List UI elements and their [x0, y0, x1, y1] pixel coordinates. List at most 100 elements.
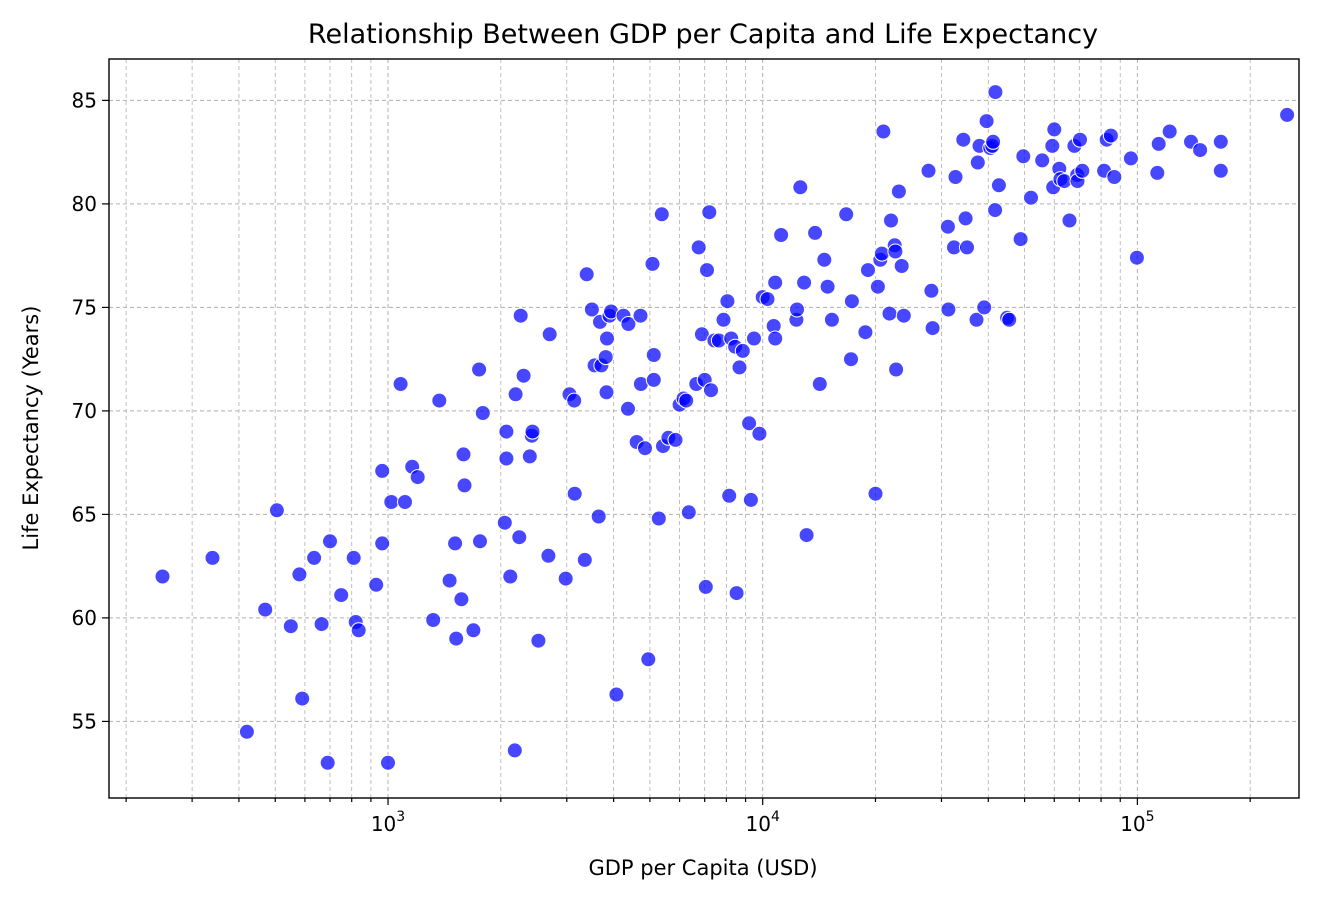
data-point — [823, 311, 840, 328]
data-point — [807, 224, 824, 241]
data-points — [154, 84, 1296, 771]
data-point — [1149, 164, 1166, 181]
data-point — [690, 239, 707, 256]
data-point — [767, 274, 784, 291]
data-point — [496, 514, 513, 531]
data-point — [1150, 135, 1167, 152]
data-point — [268, 502, 285, 519]
data-point — [238, 723, 255, 740]
data-point — [985, 133, 1002, 150]
data-point — [947, 169, 964, 185]
data-point — [291, 566, 308, 583]
data-point — [502, 568, 519, 585]
data-point — [640, 651, 657, 668]
data-point — [893, 258, 910, 274]
data-point — [620, 400, 636, 417]
data-point — [313, 616, 330, 633]
y-axis-label: Life Expectancy (Years) — [19, 306, 43, 551]
data-point — [920, 162, 937, 179]
data-point — [869, 278, 886, 295]
data-point — [1106, 169, 1123, 185]
data-point — [701, 204, 718, 221]
data-point — [471, 361, 488, 378]
y-tick-label: 85 — [72, 88, 97, 112]
data-point — [1044, 137, 1061, 154]
data-point — [204, 549, 221, 566]
data-point — [759, 291, 776, 308]
data-point — [374, 462, 391, 479]
data-point — [511, 529, 528, 546]
y-tick-label: 75 — [72, 295, 97, 319]
data-point — [728, 585, 745, 602]
data-point — [644, 255, 661, 272]
data-point — [1012, 231, 1029, 248]
data-point — [472, 533, 488, 550]
data-point — [678, 392, 695, 409]
data-point — [368, 576, 385, 593]
data-point — [1072, 131, 1088, 148]
x-tick-label: 103 — [371, 809, 405, 836]
data-point — [746, 330, 762, 347]
data-point — [883, 212, 899, 229]
data-point — [257, 601, 274, 618]
data-point — [731, 359, 748, 376]
data-point — [968, 311, 985, 328]
data-point — [1102, 127, 1119, 144]
data-point — [498, 450, 515, 467]
data-point — [987, 84, 1004, 101]
data-point — [887, 243, 904, 260]
data-point — [957, 210, 974, 227]
data-point — [751, 425, 768, 442]
data-point — [448, 630, 465, 647]
data-point — [333, 587, 350, 604]
data-point — [976, 299, 993, 316]
data-point — [1279, 106, 1296, 123]
data-point — [888, 361, 905, 378]
data-point — [512, 307, 529, 324]
data-point — [608, 686, 625, 703]
data-point — [456, 477, 473, 494]
data-point — [597, 349, 614, 366]
y-axis-ticks: 55 60 65 70 75 80 85 — [72, 88, 109, 733]
data-point — [345, 549, 362, 566]
data-point — [890, 183, 907, 200]
data-point — [667, 431, 684, 448]
data-point — [397, 494, 413, 510]
data-point — [282, 618, 299, 635]
data-point — [557, 570, 574, 587]
data-point — [541, 326, 558, 343]
data-point — [653, 206, 670, 223]
data-point — [392, 376, 409, 392]
data-point — [789, 301, 805, 318]
data-point — [924, 320, 941, 337]
data-point — [875, 123, 892, 140]
data-point — [455, 446, 472, 463]
data-point — [632, 307, 649, 324]
data-point — [447, 535, 464, 552]
data-point — [306, 549, 323, 566]
data-point — [383, 494, 400, 510]
data-point — [811, 376, 828, 392]
data-point — [322, 533, 338, 550]
data-point — [474, 405, 491, 421]
y-tick-label: 60 — [72, 606, 97, 630]
data-point — [940, 301, 957, 318]
x-axis-label: GDP per Capita (USD) — [588, 856, 817, 880]
data-point — [873, 245, 890, 262]
data-point — [650, 510, 667, 527]
data-point — [515, 367, 532, 384]
data-point — [620, 316, 637, 332]
data-point — [699, 262, 715, 279]
data-point — [645, 347, 662, 363]
data-point — [506, 742, 523, 759]
data-point — [1034, 152, 1051, 169]
data-point — [867, 485, 884, 502]
data-point — [1212, 162, 1229, 179]
data-point — [767, 330, 784, 347]
y-tick-label: 70 — [72, 399, 97, 423]
data-point — [703, 382, 719, 399]
data-point — [521, 448, 538, 465]
data-point — [1212, 133, 1229, 150]
data-point — [566, 485, 583, 502]
